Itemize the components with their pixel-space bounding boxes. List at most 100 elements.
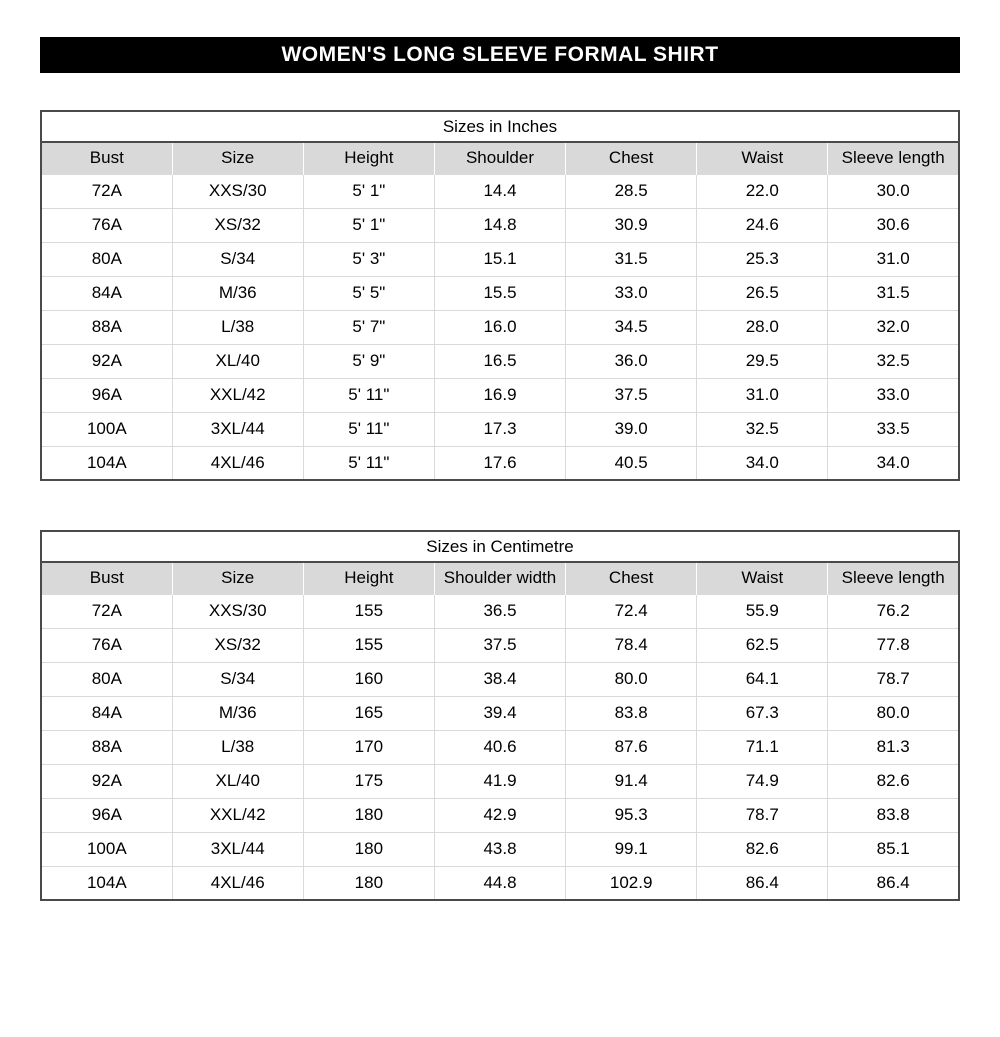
table-cell: 40.6 [433, 729, 567, 765]
column-header: Waist [696, 142, 828, 174]
table-cell: 91.4 [565, 763, 698, 799]
column-header: Chest [565, 562, 697, 594]
table-title: Sizes in Inches [41, 111, 959, 143]
table-cell: 25.3 [696, 241, 829, 277]
table-cell: 4XL/46 [171, 865, 304, 900]
table-cell: 4XL/46 [171, 445, 304, 480]
table-cell: 80.0 [565, 661, 698, 697]
table-cell: 5' 11" [302, 411, 435, 447]
table-cell: 85.1 [827, 831, 959, 867]
table-cell: XXL/42 [171, 797, 304, 833]
table-cell: 5' 7" [302, 309, 435, 345]
table-cell: 92A [41, 763, 173, 799]
table-cell: 71.1 [696, 729, 829, 765]
table-cell: 33.0 [827, 377, 959, 413]
table-cell: 83.8 [827, 797, 959, 833]
table-row: 72A XXS/30 155 36.5 72.4 55.9 76.2 [41, 593, 959, 629]
table-cell: 76A [41, 627, 173, 663]
table-row: 104A 4XL/46 180 44.8 102.9 86.4 86.4 [41, 865, 959, 900]
page-title-banner: WOMEN'S LONG SLEEVE FORMAL SHIRT [40, 37, 960, 73]
table-cell: 99.1 [565, 831, 698, 867]
table-cell: 80.0 [827, 695, 959, 731]
table-cell: 5' 1" [302, 207, 435, 243]
table-cell: 82.6 [696, 831, 829, 867]
table-cell: 83.8 [565, 695, 698, 731]
table-cell: 24.6 [696, 207, 829, 243]
table-cell: M/36 [171, 275, 304, 311]
column-header: Bust [41, 142, 173, 174]
table-row: 88A L/38 170 40.6 87.6 71.1 81.3 [41, 729, 959, 765]
table-cell: 88A [41, 729, 173, 765]
table-cell: 30.6 [827, 207, 959, 243]
column-header: Waist [696, 562, 828, 594]
table-cell: 92A [41, 343, 173, 379]
table-cell: XXL/42 [171, 377, 304, 413]
table-row: 104A 4XL/46 5' 11" 17.6 40.5 34.0 34.0 [41, 445, 959, 480]
table-cell: 180 [302, 797, 435, 833]
table-cell: 3XL/44 [171, 831, 304, 867]
table-cell: 17.3 [433, 411, 567, 447]
column-header: Shoulder [433, 142, 566, 174]
table-cell: 84A [41, 275, 173, 311]
table-cell: 88A [41, 309, 173, 345]
column-header: Shoulder width [433, 562, 566, 594]
table-cell: 175 [302, 763, 435, 799]
table-cell: 14.8 [433, 207, 567, 243]
table-cell: 100A [41, 831, 173, 867]
table-cell: 26.5 [696, 275, 829, 311]
sizes-in-inches-table: Sizes in Inches Bust Size Height Shoulder Ch… [40, 110, 960, 481]
table-cell: 80A [41, 661, 173, 697]
table-cell: 64.1 [696, 661, 829, 697]
table-cell: 86.4 [696, 865, 829, 900]
table-cell: 29.5 [696, 343, 829, 379]
table-cell: 104A [41, 865, 173, 900]
table-cell: 37.5 [565, 377, 698, 413]
table-cell: 165 [302, 695, 435, 731]
table-cell: XS/32 [171, 627, 304, 663]
table-row: 84A M/36 165 39.4 83.8 67.3 80.0 [41, 695, 959, 731]
table-row: 100A 3XL/44 5' 11" 17.3 39.0 32.5 33.5 [41, 411, 959, 447]
table-cell: 5' 11" [302, 445, 435, 480]
table-cell: 37.5 [433, 627, 567, 663]
column-header: Bust [41, 562, 173, 594]
table-cell: XL/40 [171, 343, 304, 379]
table-row: 92A XL/40 175 41.9 91.4 74.9 82.6 [41, 763, 959, 799]
table-title: Sizes in Centimetre [41, 531, 959, 563]
table-cell: 160 [302, 661, 435, 697]
table-cell: 96A [41, 377, 173, 413]
table-cell: 31.0 [827, 241, 959, 277]
column-header: Sleeve length [827, 562, 959, 594]
table-cell: 76A [41, 207, 173, 243]
column-header: Height [302, 142, 435, 174]
table-cell: 31.5 [827, 275, 959, 311]
table-cell: 104A [41, 445, 173, 480]
table-title-row: Sizes in Inches [41, 111, 959, 143]
table-row: 80A S/34 160 38.4 80.0 64.1 78.7 [41, 661, 959, 697]
table-cell: 40.5 [565, 445, 698, 480]
table-title-row: Sizes in Centimetre [41, 531, 959, 563]
table-cell: 28.0 [696, 309, 829, 345]
table-cell: 100A [41, 411, 173, 447]
table-cell: 84A [41, 695, 173, 731]
table-body: 72A XXS/30 155 36.5 72.4 55.9 76.2 76A XS/32 155 3… [41, 593, 959, 900]
table-cell: M/36 [171, 695, 304, 731]
table-cell: 34.0 [827, 445, 959, 480]
table-cell: 5' 11" [302, 377, 435, 413]
column-header: Sleeve length [827, 142, 959, 174]
table-cell: 30.9 [565, 207, 698, 243]
table-cell: 3XL/44 [171, 411, 304, 447]
table-cell: 22.0 [696, 173, 829, 209]
table-body: 72A XXS/30 5' 1" 14.4 28.5 22.0 30.0 76A XS/32 5'… [41, 173, 959, 480]
table-cell: XS/32 [171, 207, 304, 243]
table-cell: 42.9 [433, 797, 567, 833]
table-cell: 155 [302, 593, 435, 629]
table-cell: 14.4 [433, 173, 567, 209]
table-row: 84A M/36 5' 5" 15.5 33.0 26.5 31.5 [41, 275, 959, 311]
table-cell: 39.0 [565, 411, 698, 447]
table-cell: 78.4 [565, 627, 698, 663]
table-cell: 5' 1" [302, 173, 435, 209]
table-cell: 96A [41, 797, 173, 833]
table-cell: 31.5 [565, 241, 698, 277]
table-cell: L/38 [171, 729, 304, 765]
column-header: Size [171, 562, 304, 594]
